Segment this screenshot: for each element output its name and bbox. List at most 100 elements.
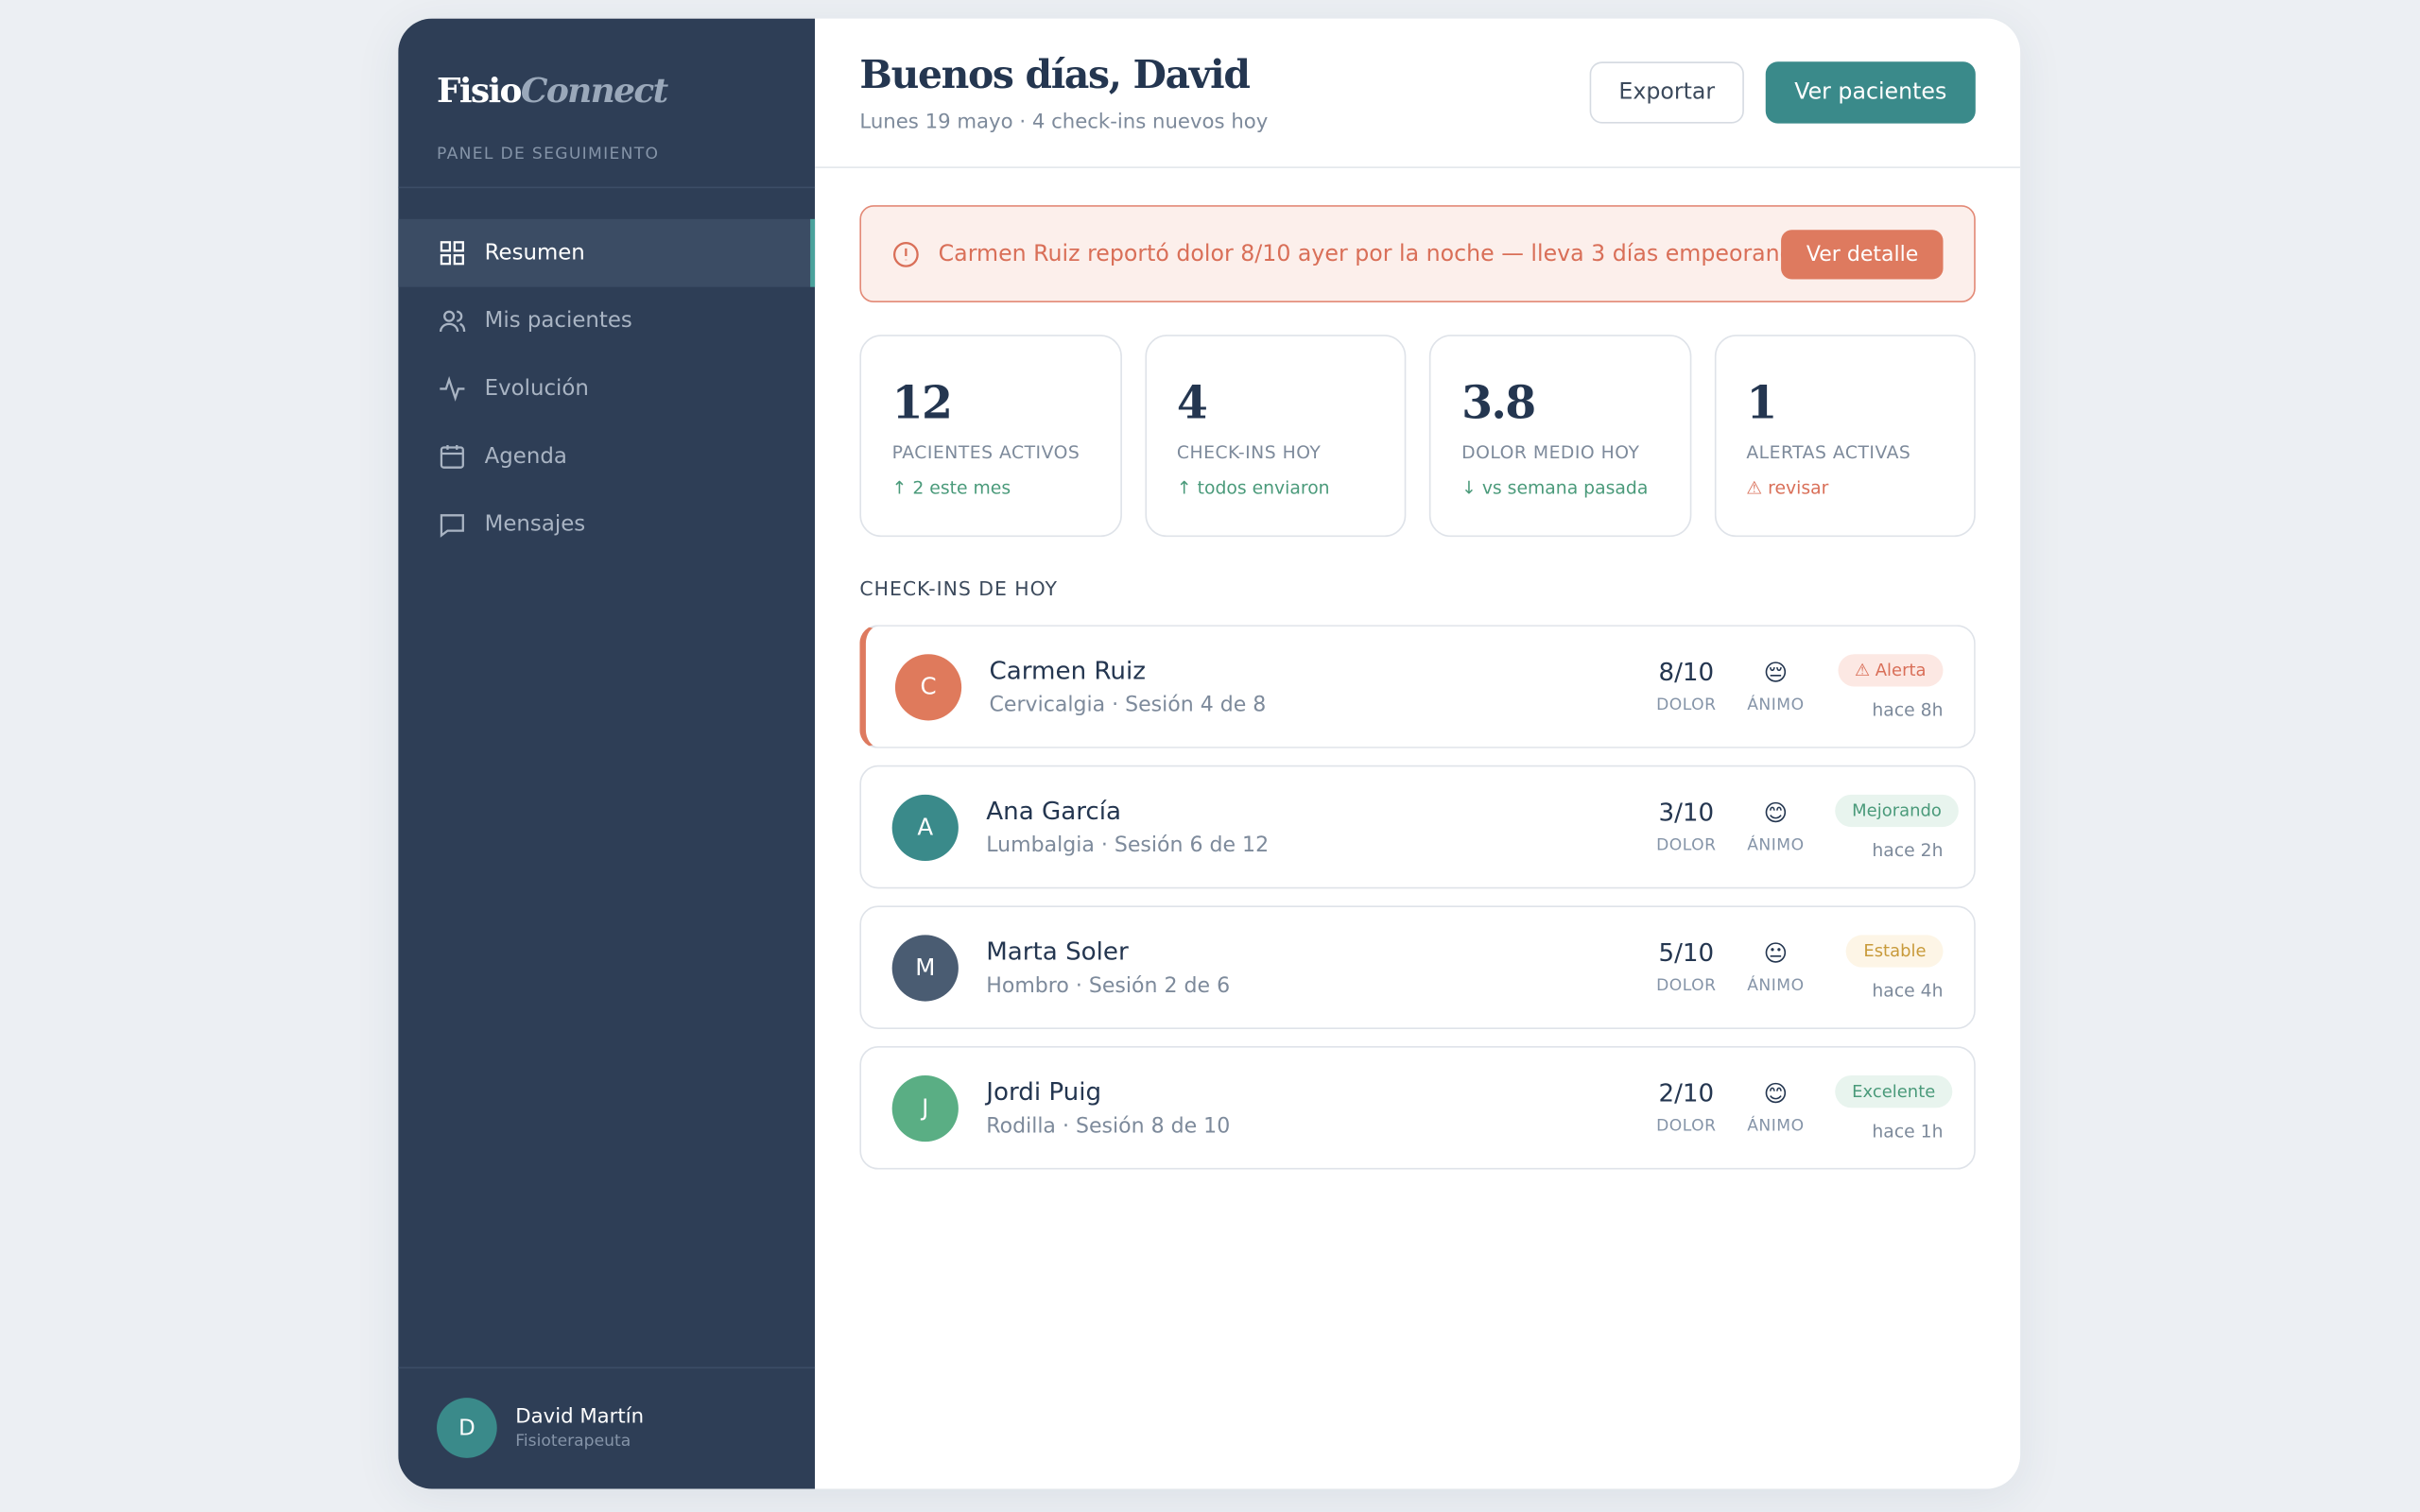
mood-metric: 😔 ÁNIMO — [1747, 658, 1804, 714]
main: Buenos días, David Lunes 19 mayo · 4 che… — [815, 19, 2021, 1489]
checkin-time: hace 8h — [1872, 698, 1944, 721]
alert-icon — [892, 241, 919, 266]
pain-value: 5/10 — [1658, 937, 1715, 968]
stat-card: 1 ALERTAS ACTIVAS ⚠ revisar — [1714, 335, 1976, 538]
status-pill: Estable — [1846, 935, 1944, 968]
pain-value: 3/10 — [1658, 798, 1715, 828]
checkin-row[interactable]: A Ana García Lumbalgia · Sesión 6 de 12 3/1… — [859, 765, 1976, 889]
status-pill: Excelente — [1835, 1074, 1953, 1108]
mood-metric: 😊 ÁNIMO — [1747, 1079, 1804, 1136]
stat-note: ↑ 2 este mes — [891, 476, 1011, 499]
user-role: Fisioterapeuta — [515, 1432, 631, 1451]
patient-name: Ana García — [986, 796, 1122, 826]
section-title: CHECK-INS DE HOY — [859, 576, 1059, 601]
brand: FisioConnect — [437, 71, 668, 112]
nav-label: Mis pacientes — [484, 308, 632, 334]
patient-name: Jordi Puig — [986, 1076, 1102, 1107]
stat-card: 3.8 DOLOR MEDIO HOY ↓ vs semana pasada — [1428, 335, 1691, 538]
patient-avatar: A — [891, 793, 959, 861]
user-avatar: D — [437, 1398, 497, 1458]
checkin-time: hace 2h — [1872, 839, 1944, 862]
patient-info: Carmen Ruiz Cervicalgia · Sesión 4 de 8 — [990, 656, 1657, 717]
stat-value: 3.8 — [1461, 376, 1536, 429]
nav-label: Evolución — [484, 376, 589, 402]
checkin-list: C Carmen Ruiz Cervicalgia · Sesión 4 de 8 8… — [859, 625, 1976, 1186]
nav-item[interactable]: Evolución — [398, 355, 815, 423]
alert-text: Carmen Ruiz reportó dolor 8/10 ayer por … — [938, 241, 1815, 266]
checkin-row[interactable]: C Carmen Ruiz Cervicalgia · Sesión 4 de 8 8… — [859, 625, 1976, 748]
sidebar: FisioConnect PANEL DE SEGUIMIENTO Resume… — [398, 18, 816, 1489]
nav-item[interactable]: Mensajes — [398, 490, 815, 558]
patient-detail: Lumbalgia · Sesión 6 de 12 — [986, 833, 1270, 858]
pain-metric: 2/10 DOLOR — [1656, 1078, 1716, 1137]
status-pill: ⚠ Alerta — [1838, 654, 1944, 687]
brand-bold: Fisio — [437, 71, 522, 112]
brand-subtitle: PANEL DE SEGUIMIENTO — [437, 145, 660, 164]
pain-value: 2/10 — [1658, 1078, 1715, 1108]
mood-label: ÁNIMO — [1747, 835, 1805, 854]
stat-label: DOLOR MEDIO HOY — [1461, 440, 1640, 463]
checkin-row[interactable]: M Marta Soler Hombro · Sesión 2 de 6 5/10 DO… — [859, 905, 1976, 1029]
mood-value: 😊 — [1763, 798, 1789, 827]
nav-label: Mensajes — [484, 512, 586, 538]
pain-label: DOLOR — [1656, 1117, 1717, 1136]
pain-metric: 5/10 DOLOR — [1656, 938, 1716, 997]
alert-banner: Carmen Ruiz reportó dolor 8/10 ayer por … — [859, 205, 1976, 302]
app-window: FisioConnect PANEL DE SEGUIMIENTO Resume… — [398, 18, 2021, 1489]
status: Estable hace 4h — [1835, 934, 1944, 1002]
nav-item[interactable]: Resumen — [398, 218, 816, 287]
stat-note: ↑ todos enviaron — [1176, 476, 1330, 499]
stat-card: 12 PACIENTES ACTIVOS ↑ 2 este mes — [859, 335, 1122, 538]
nav: Resumen Mis pacientes Evolución Agenda M… — [398, 218, 816, 558]
patient-avatar: C — [894, 653, 962, 720]
divider — [398, 186, 816, 189]
mood-label: ÁNIMO — [1747, 1116, 1805, 1135]
mood-label: ÁNIMO — [1747, 695, 1805, 714]
mood-value: 😊 — [1763, 1079, 1789, 1108]
patient-avatar: M — [891, 934, 959, 1001]
page-subtitle: Lunes 19 mayo · 4 check-ins nuevos hoy — [859, 111, 1269, 135]
status-pill: Mejorando — [1835, 794, 1959, 828]
user-profile[interactable]: D David Martín Fisioterapeuta — [437, 1398, 644, 1458]
page-title: Buenos días, David — [859, 52, 1251, 97]
mood-value: 😔 — [1763, 658, 1789, 686]
patient-name: Carmen Ruiz — [989, 655, 1146, 685]
checkin-time: hace 1h — [1872, 1120, 1944, 1143]
stat-label: CHECK-INS HOY — [1176, 440, 1322, 463]
pain-label: DOLOR — [1656, 976, 1717, 996]
user-name: David Martín — [515, 1405, 645, 1429]
patient-info: Ana García Lumbalgia · Sesión 6 de 12 — [986, 796, 1656, 857]
checkin-row[interactable]: J Jordi Puig Rodilla · Sesión 8 de 10 2/10 D… — [859, 1045, 1976, 1170]
status: Excelente hace 1h — [1835, 1074, 1953, 1143]
mood-metric: 😐 ÁNIMO — [1747, 938, 1804, 995]
patient-detail: Cervicalgia · Sesión 4 de 8 — [989, 693, 1267, 718]
alert-action[interactable]: Ver detalle — [1781, 229, 1944, 279]
patient-detail: Hombro · Sesión 2 de 6 — [986, 973, 1231, 999]
stat-note: ⚠ revisar — [1746, 476, 1829, 499]
status: ⚠ Alerta hace 8h — [1835, 653, 1944, 721]
nav-item[interactable]: Mis pacientes — [398, 287, 815, 355]
stat-label: PACIENTES ACTIVOS — [891, 440, 1080, 463]
stat-value: 1 — [1746, 376, 1777, 429]
export-button[interactable]: Exportar — [1589, 61, 1744, 124]
patient-info: Marta Soler Hombro · Sesión 2 de 6 — [986, 936, 1656, 998]
brand-italic: Connect — [520, 71, 668, 112]
pain-metric: 3/10 DOLOR — [1656, 798, 1716, 856]
patient-info: Jordi Puig Rodilla · Sesión 8 de 10 — [986, 1077, 1656, 1139]
patients-button[interactable]: Ver pacientes — [1765, 61, 1976, 124]
pain-metric: 8/10 DOLOR — [1656, 658, 1716, 716]
mood-value: 😐 — [1763, 938, 1789, 967]
stat-value: 12 — [891, 376, 953, 429]
stats: 12 PACIENTES ACTIVOS ↑ 2 este mes 4 CHECK-IN… — [859, 335, 1976, 538]
nav-label: Agenda — [484, 444, 567, 470]
patient-avatar: J — [891, 1074, 959, 1142]
pain-label: DOLOR — [1656, 835, 1717, 855]
nav-item[interactable]: Agenda — [398, 422, 815, 490]
nav-label: Resumen — [484, 240, 585, 266]
mood-metric: 😊 ÁNIMO — [1747, 799, 1804, 855]
pain-label: DOLOR — [1656, 696, 1717, 714]
checkin-time: hace 4h — [1872, 979, 1944, 1002]
